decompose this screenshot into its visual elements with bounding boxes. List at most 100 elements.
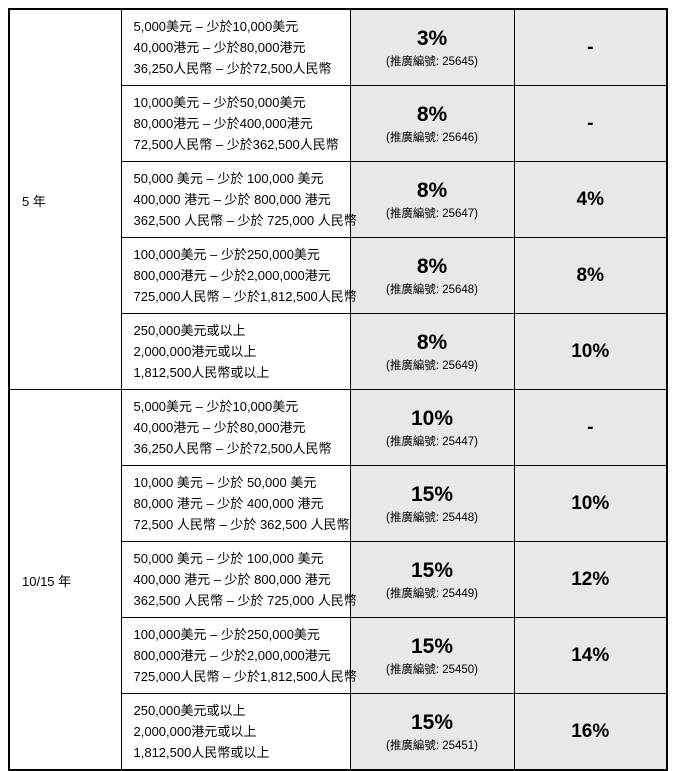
amount-line-usd: 250,000美元或以上 bbox=[133, 323, 246, 338]
amount-line-rmb: 72,500 人民幣 – 少於 362,500 人民幣 bbox=[133, 517, 350, 532]
promo-code: (推廣編號: 25449) bbox=[385, 587, 479, 600]
amount-range-cell: 50,000 美元 – 少於 100,000 美元 400,000 港元 – 少… bbox=[120, 541, 357, 618]
extra-rate-percentage: - bbox=[587, 112, 594, 134]
amount-line-hkd: 40,000港元 – 少於80,000港元 bbox=[133, 40, 306, 55]
amount-range-cell: 50,000 美元 – 少於 100,000 美元 400,000 港元 – 少… bbox=[120, 161, 357, 238]
table-row: 5 年 5,000美元 – 少於10,000美元 40,000港元 – 少於80… bbox=[8, 8, 668, 390]
term-cell-5yr: 5 年 bbox=[8, 8, 122, 390]
amount-line-hkd: 400,000 港元 – 少於 800,000 港元 bbox=[133, 572, 331, 587]
extra-rate-cell: 8% bbox=[513, 237, 668, 314]
table-row: 10/15 年 5,000美元 – 少於10,000美元 40,000港元 – … bbox=[8, 389, 668, 771]
rate-percentage: 10% bbox=[410, 406, 454, 430]
rate-cell: 3% (推廣編號: 25645) bbox=[349, 8, 515, 86]
rate-cell: 15% (推廣編號: 25451) bbox=[349, 693, 515, 771]
promo-code: (推廣編號: 25645) bbox=[385, 55, 479, 68]
extra-rate-percentage: 12% bbox=[571, 568, 610, 590]
extra-rate-cell: 16% bbox=[513, 693, 668, 771]
premium-rates-table: 5 年 5,000美元 – 少於10,000美元 40,000港元 – 少於80… bbox=[8, 8, 668, 771]
rate-percentage: 15% bbox=[410, 482, 454, 506]
amount-line-rmb: 725,000人民幣 – 少於1,812,500人民幣 bbox=[133, 669, 357, 684]
rate-percentage: 8% bbox=[416, 330, 448, 354]
amount-range-cell: 10,000 美元 – 少於 50,000 美元 80,000 港元 – 少於 … bbox=[120, 465, 351, 542]
promo-code: (推廣編號: 25448) bbox=[385, 511, 479, 524]
extra-rate-cell: - bbox=[513, 85, 668, 162]
extra-rate-cell: 4% bbox=[513, 161, 668, 238]
rate-percentage: 8% bbox=[416, 254, 448, 278]
rate-cell: 15% (推廣編號: 25450) bbox=[349, 617, 515, 694]
rate-percentage: 8% bbox=[416, 178, 448, 202]
rates-table-container: 5 年 5,000美元 – 少於10,000美元 40,000港元 – 少於80… bbox=[8, 8, 668, 771]
amount-range-cell: 250,000美元或以上 2,000,000港元或以上 1,812,500人民幣… bbox=[120, 313, 351, 390]
rate-cell: 8% (推廣編號: 25647) bbox=[349, 161, 515, 238]
table-row: 50,000 美元 – 少於 100,000 美元 400,000 港元 – 少… bbox=[9, 541, 668, 618]
table-row: 10,000美元 – 少於50,000美元 80,000港元 – 少於400,0… bbox=[9, 85, 668, 162]
rate-cell: 8% (推廣編號: 25648) bbox=[349, 237, 515, 314]
promo-code: (推廣編號: 25451) bbox=[385, 739, 479, 752]
table-row: 100,000美元 – 少於250,000美元 800,000港元 – 少於2,… bbox=[9, 617, 668, 694]
rate-percentage: 3% bbox=[416, 26, 448, 50]
amount-range-cell: 5,000美元 – 少於10,000美元 40,000港元 – 少於80,000… bbox=[120, 8, 351, 86]
amount-line-hkd: 400,000 港元 – 少於 800,000 港元 bbox=[133, 192, 331, 207]
amount-range-cell: 5,000美元 – 少於10,000美元 40,000港元 – 少於80,000… bbox=[120, 389, 351, 466]
amount-range-cell: 250,000美元或以上 2,000,000港元或以上 1,812,500人民幣… bbox=[120, 693, 351, 771]
amount-line-hkd: 800,000港元 – 少於2,000,000港元 bbox=[133, 268, 331, 283]
table-row: 100,000美元 – 少於250,000美元 800,000港元 – 少於2,… bbox=[9, 237, 668, 314]
amount-line-usd: 50,000 美元 – 少於 100,000 美元 bbox=[133, 551, 324, 566]
amount-line-hkd: 40,000港元 – 少於80,000港元 bbox=[133, 420, 306, 435]
amount-range-cell: 100,000美元 – 少於250,000美元 800,000港元 – 少於2,… bbox=[120, 617, 357, 694]
rate-percentage: 8% bbox=[416, 102, 448, 126]
rate-cell: 15% (推廣編號: 25448) bbox=[349, 465, 515, 542]
rate-cell: 8% (推廣編號: 25649) bbox=[349, 313, 515, 390]
amount-line-usd: 5,000美元 – 少於10,000美元 bbox=[133, 19, 299, 34]
amount-line-hkd: 80,000 港元 – 少於 400,000 港元 bbox=[133, 496, 324, 511]
extra-rate-percentage: 8% bbox=[576, 264, 604, 286]
amount-line-usd: 100,000美元 – 少於250,000美元 bbox=[133, 247, 320, 262]
rate-cell: 10% (推廣編號: 25447) bbox=[349, 389, 515, 466]
rate-cell: 8% (推廣編號: 25646) bbox=[349, 85, 515, 162]
amount-line-hkd: 2,000,000港元或以上 bbox=[133, 344, 257, 359]
amount-line-hkd: 800,000港元 – 少於2,000,000港元 bbox=[133, 648, 331, 663]
promo-code: (推廣編號: 25646) bbox=[385, 131, 479, 144]
amount-range-cell: 10,000美元 – 少於50,000美元 80,000港元 – 少於400,0… bbox=[120, 85, 351, 162]
extra-rate-cell: 12% bbox=[513, 541, 668, 618]
rate-percentage: 15% bbox=[410, 634, 454, 658]
amount-range-cell: 100,000美元 – 少於250,000美元 800,000港元 – 少於2,… bbox=[120, 237, 357, 314]
promo-code: (推廣編號: 25647) bbox=[385, 207, 479, 220]
rate-percentage: 15% bbox=[410, 558, 454, 582]
amount-line-rmb: 362,500 人民幣 – 少於 725,000 人民幣 bbox=[133, 213, 357, 228]
extra-rate-cell: - bbox=[513, 389, 668, 466]
table-row: 10,000 美元 – 少於 50,000 美元 80,000 港元 – 少於 … bbox=[9, 465, 668, 542]
table-row: 50,000 美元 – 少於 100,000 美元 400,000 港元 – 少… bbox=[9, 161, 668, 238]
rate-cell: 15% (推廣編號: 25449) bbox=[349, 541, 515, 618]
amount-line-rmb: 362,500 人民幣 – 少於 725,000 人民幣 bbox=[133, 593, 357, 608]
amount-line-rmb: 1,812,500人民幣或以上 bbox=[133, 745, 270, 760]
amount-line-rmb: 72,500人民幣 – 少於362,500人民幣 bbox=[133, 137, 339, 152]
extra-rate-percentage: 16% bbox=[571, 720, 610, 742]
term-cell-10-15yr: 10/15 年 bbox=[8, 389, 122, 771]
extra-rate-cell: 10% bbox=[513, 313, 668, 390]
amount-line-usd: 10,000 美元 – 少於 50,000 美元 bbox=[133, 475, 317, 490]
amount-line-usd: 10,000美元 – 少於50,000美元 bbox=[133, 95, 306, 110]
amount-line-usd: 250,000美元或以上 bbox=[133, 703, 246, 718]
rate-percentage: 15% bbox=[410, 710, 454, 734]
amount-line-rmb: 725,000人民幣 – 少於1,812,500人民幣 bbox=[133, 289, 357, 304]
amount-line-rmb: 36,250人民幣 – 少於72,500人民幣 bbox=[133, 61, 332, 76]
amount-line-hkd: 2,000,000港元或以上 bbox=[133, 724, 257, 739]
extra-rate-percentage: 4% bbox=[576, 188, 604, 210]
extra-rate-cell: 10% bbox=[513, 465, 668, 542]
extra-rate-percentage: 14% bbox=[571, 644, 610, 666]
extra-rate-percentage: - bbox=[587, 416, 594, 438]
extra-rate-cell: - bbox=[513, 8, 668, 86]
promo-code: (推廣編號: 25649) bbox=[385, 359, 479, 372]
amount-line-hkd: 80,000港元 – 少於400,000港元 bbox=[133, 116, 313, 131]
promo-code: (推廣編號: 25648) bbox=[385, 283, 479, 296]
extra-rate-percentage: - bbox=[587, 36, 594, 58]
amount-line-rmb: 36,250人民幣 – 少於72,500人民幣 bbox=[133, 441, 332, 456]
amount-line-rmb: 1,812,500人民幣或以上 bbox=[133, 365, 270, 380]
amount-line-usd: 5,000美元 – 少於10,000美元 bbox=[133, 399, 299, 414]
extra-rate-percentage: 10% bbox=[571, 492, 610, 514]
extra-rate-cell: 14% bbox=[513, 617, 668, 694]
amount-line-usd: 100,000美元 – 少於250,000美元 bbox=[133, 627, 320, 642]
promo-code: (推廣編號: 25450) bbox=[385, 663, 479, 676]
amount-line-usd: 50,000 美元 – 少於 100,000 美元 bbox=[133, 171, 324, 186]
